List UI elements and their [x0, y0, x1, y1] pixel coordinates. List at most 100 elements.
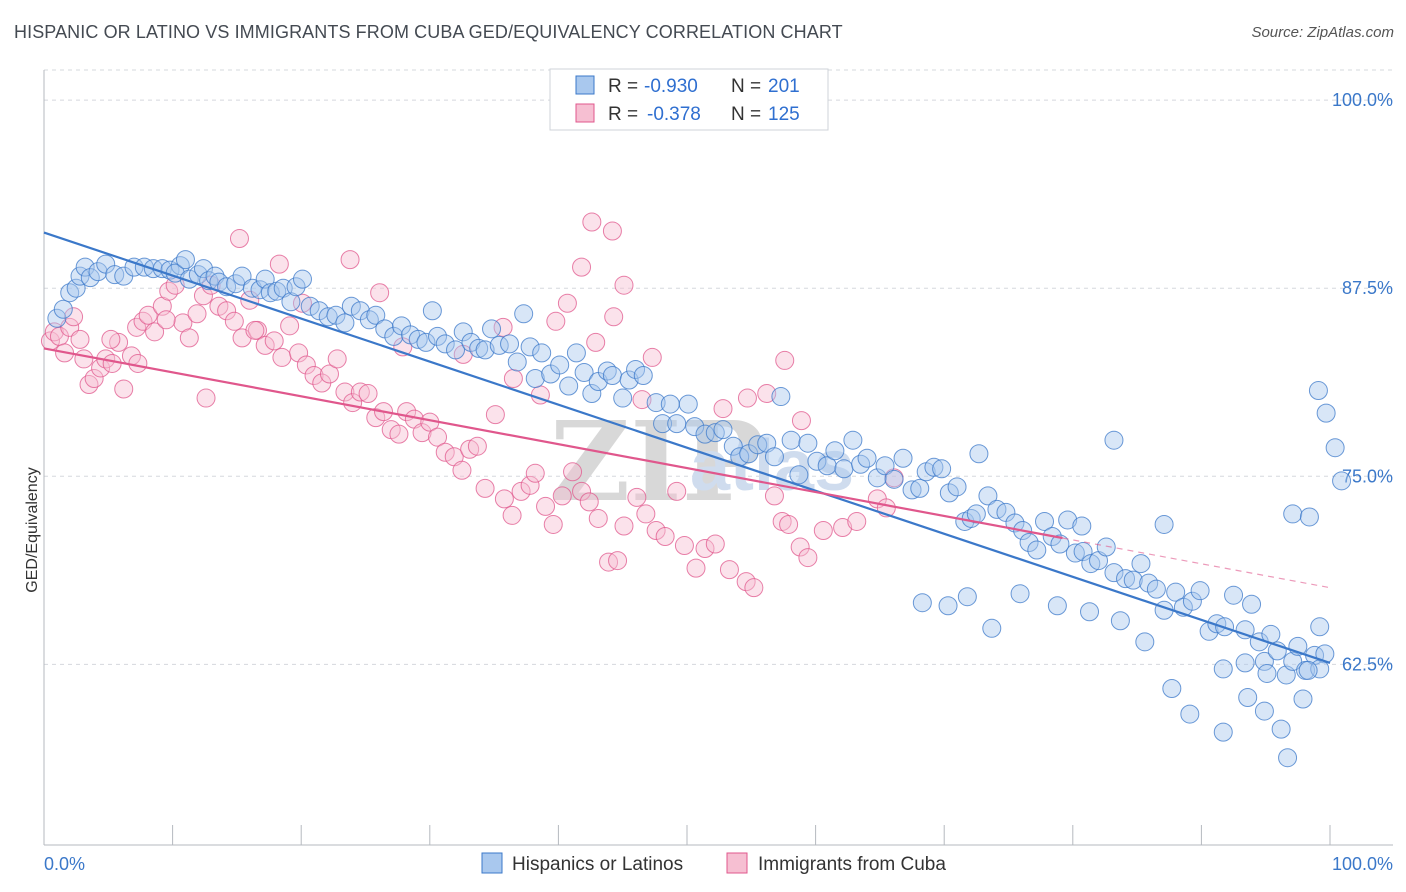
hispanic-point [318, 307, 338, 327]
hispanic-point [764, 447, 784, 467]
hispanic-point [1047, 596, 1067, 616]
bottom-legend-label-2: Immigrants from Cuba [758, 854, 946, 875]
cuba-point [296, 355, 316, 375]
cuba-point [229, 229, 249, 249]
cuba-point [358, 384, 378, 404]
cuba-point [790, 537, 810, 557]
legend-n-label-1: N = [731, 76, 761, 97]
cuba-point [695, 539, 715, 559]
hispanic-point [582, 384, 602, 404]
hispanic-point [1080, 602, 1100, 622]
hispanic-point [893, 448, 913, 468]
legend-swatch-pink [575, 103, 595, 123]
cuba-trend-line [43, 347, 1063, 540]
hispanic-point [422, 301, 442, 321]
hispanic-point [781, 430, 801, 450]
hispanic-point [124, 257, 144, 277]
hispanic-point [260, 283, 280, 303]
hispanic-point [1027, 540, 1047, 560]
legend-n-value-1: 201 [768, 76, 800, 97]
y-tick-label: 100.0% [1332, 90, 1393, 110]
chart-title: HISPANIC OR LATINO VS IMMIGRANTS FROM CU… [14, 22, 843, 42]
cuba-point [552, 486, 572, 506]
cuba-point [366, 408, 386, 428]
hispanic-point [574, 362, 594, 382]
hispanic-point [817, 456, 837, 476]
cuba-point [70, 329, 90, 349]
hispanic-point [1058, 510, 1078, 530]
hispanic-point [1135, 632, 1155, 652]
hispanic-point [1050, 534, 1070, 554]
cuba-point [586, 332, 606, 352]
cuba-point [340, 250, 360, 270]
hispanic-point [912, 593, 932, 613]
hispanic-point [932, 459, 952, 479]
cuba-point [847, 511, 867, 531]
cuba-point [217, 301, 237, 321]
cuba-point [460, 439, 480, 459]
hispanic-point [1104, 563, 1124, 583]
cuba-point [525, 463, 545, 483]
hispanic-point [1299, 507, 1319, 527]
cuba-point [255, 335, 275, 355]
cuba-point [775, 350, 795, 370]
hispanic-point [723, 436, 743, 456]
cuba-point [636, 504, 656, 524]
cuba-point [667, 481, 687, 501]
cuba-point [602, 221, 622, 241]
cuba-point [557, 293, 577, 313]
grid-lines: 62.5% 75.0% 87.5% 100.0% [44, 69, 1393, 674]
hispanic-point [242, 278, 262, 298]
hispanic-point [335, 313, 355, 333]
cuba-point [319, 364, 339, 384]
legend-r-label-1: R = [608, 76, 638, 97]
cuba-point [412, 423, 432, 443]
hispanic-point [75, 257, 95, 277]
hispanic-point [982, 618, 1002, 638]
hispanic-point [626, 359, 646, 379]
hispanic-point [286, 277, 306, 297]
cuba-point [686, 558, 706, 578]
hispanic-point [1325, 438, 1345, 458]
hispanic-point [1073, 542, 1093, 562]
cuba-point [280, 316, 300, 336]
hispanic-point [1019, 533, 1039, 553]
hispanic-point [1235, 620, 1255, 640]
hispanic-point [1315, 644, 1335, 664]
hispanic-point [469, 338, 489, 358]
cuba-point [744, 578, 764, 598]
cuba-point [289, 343, 309, 363]
x-tick-label: 100.0% [1332, 854, 1393, 874]
cuba-point [156, 310, 176, 330]
hispanic-point [566, 343, 586, 363]
hispanic-point [1278, 748, 1298, 768]
cuba-point [798, 548, 818, 568]
hispanic-point [1154, 514, 1174, 534]
hispanic-point [843, 430, 863, 450]
hispanic-point [1254, 701, 1274, 721]
cuba-point [475, 478, 495, 498]
y-axis-label: GED/Equivalency [24, 467, 41, 592]
hispanic-point [514, 304, 534, 324]
cuba-point [245, 320, 265, 340]
cuba-point [604, 307, 624, 327]
bottom-legend-swatch-blue [481, 852, 503, 874]
hispanic-point [633, 365, 653, 385]
hispanic-point [978, 486, 998, 506]
hispanic-point [910, 478, 930, 498]
hispanic-point [660, 394, 680, 414]
hispanic-point [507, 352, 527, 372]
cuba-point [632, 390, 652, 410]
hispanic-point [1207, 614, 1227, 634]
hispanic-point [1271, 719, 1291, 739]
hispanic-point [1081, 554, 1101, 574]
hispanic-point [435, 334, 455, 354]
bottom-legend-swatch-pink [726, 852, 748, 874]
legend-r-value-2: -0.378 [647, 104, 701, 125]
cuba-point [114, 379, 134, 399]
cuba-point [101, 329, 121, 349]
cuba-point [196, 388, 216, 408]
hispanic-point [446, 340, 466, 360]
cuba-point [467, 436, 487, 456]
cuba-point [642, 347, 662, 367]
